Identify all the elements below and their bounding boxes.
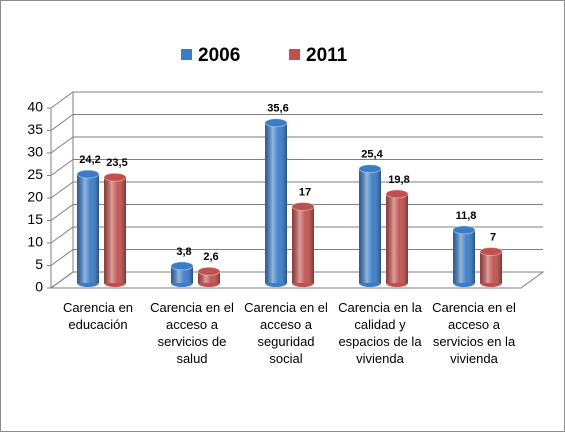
bar-top bbox=[358, 164, 382, 174]
value-label: 24,2 bbox=[79, 154, 100, 166]
legend-label: 2006 bbox=[198, 45, 240, 66]
x-tick-label: Carencia en el acceso a servicios de sal… bbox=[150, 300, 234, 366]
x-tick-label: Carencia en educación bbox=[62, 300, 134, 332]
value-label: 3,8 bbox=[176, 246, 191, 258]
bar-top bbox=[385, 189, 409, 199]
bar-top bbox=[76, 169, 100, 179]
bar-top bbox=[103, 172, 127, 182]
grid-line bbox=[50, 91, 543, 109]
bar-shine bbox=[265, 122, 287, 283]
legend-label: 2011 bbox=[306, 45, 348, 66]
bar-shine bbox=[198, 271, 220, 283]
y-tick-label: 20 bbox=[27, 189, 43, 205]
value-label: 7 bbox=[490, 231, 496, 243]
value-label: 2,6 bbox=[203, 251, 218, 263]
bar-top bbox=[264, 118, 288, 128]
x-tick-label: Carencia en la calidad y espacios de la … bbox=[338, 300, 422, 366]
legend-swatch bbox=[181, 49, 192, 60]
bar-shine bbox=[292, 206, 314, 283]
bar-shine bbox=[359, 168, 381, 283]
bar-top bbox=[170, 261, 194, 271]
grid-line bbox=[50, 136, 543, 154]
bar-top bbox=[197, 266, 221, 276]
y-tick-label: 35 bbox=[27, 121, 43, 137]
grid-line bbox=[50, 114, 543, 131]
value-label: 35,6 bbox=[267, 103, 288, 115]
bar-shine bbox=[386, 193, 408, 283]
value-label: 25,4 bbox=[361, 149, 383, 161]
bar-top bbox=[479, 247, 503, 256]
bar-shine bbox=[480, 251, 502, 283]
value-label: 19,8 bbox=[388, 174, 409, 186]
grid-line bbox=[50, 159, 543, 176]
legend-swatch bbox=[289, 49, 300, 60]
y-tick-label: 40 bbox=[27, 99, 43, 115]
y-tick-label: 0 bbox=[35, 279, 43, 295]
y-tick-label: 10 bbox=[27, 234, 43, 250]
y-tick-label: 15 bbox=[27, 211, 43, 227]
y-tick-label: 25 bbox=[27, 166, 43, 182]
x-tick-label: Carencia en el acceso a seguridad social bbox=[244, 300, 328, 366]
value-label: 23,5 bbox=[106, 157, 127, 169]
grid-line bbox=[50, 181, 543, 199]
bar-shine bbox=[77, 174, 99, 283]
bar-shine bbox=[171, 265, 193, 283]
bar-top bbox=[291, 202, 315, 211]
value-label: 11,8 bbox=[456, 210, 477, 222]
bar-shine bbox=[104, 177, 126, 283]
y-tick-label: 30 bbox=[27, 144, 43, 160]
x-tick-label: Carencia en el acceso a servicios en la … bbox=[432, 300, 516, 366]
bar-top bbox=[452, 225, 476, 235]
y-tick-label: 5 bbox=[35, 256, 43, 272]
value-label: 17 bbox=[299, 186, 311, 198]
bar-shine bbox=[453, 229, 475, 283]
